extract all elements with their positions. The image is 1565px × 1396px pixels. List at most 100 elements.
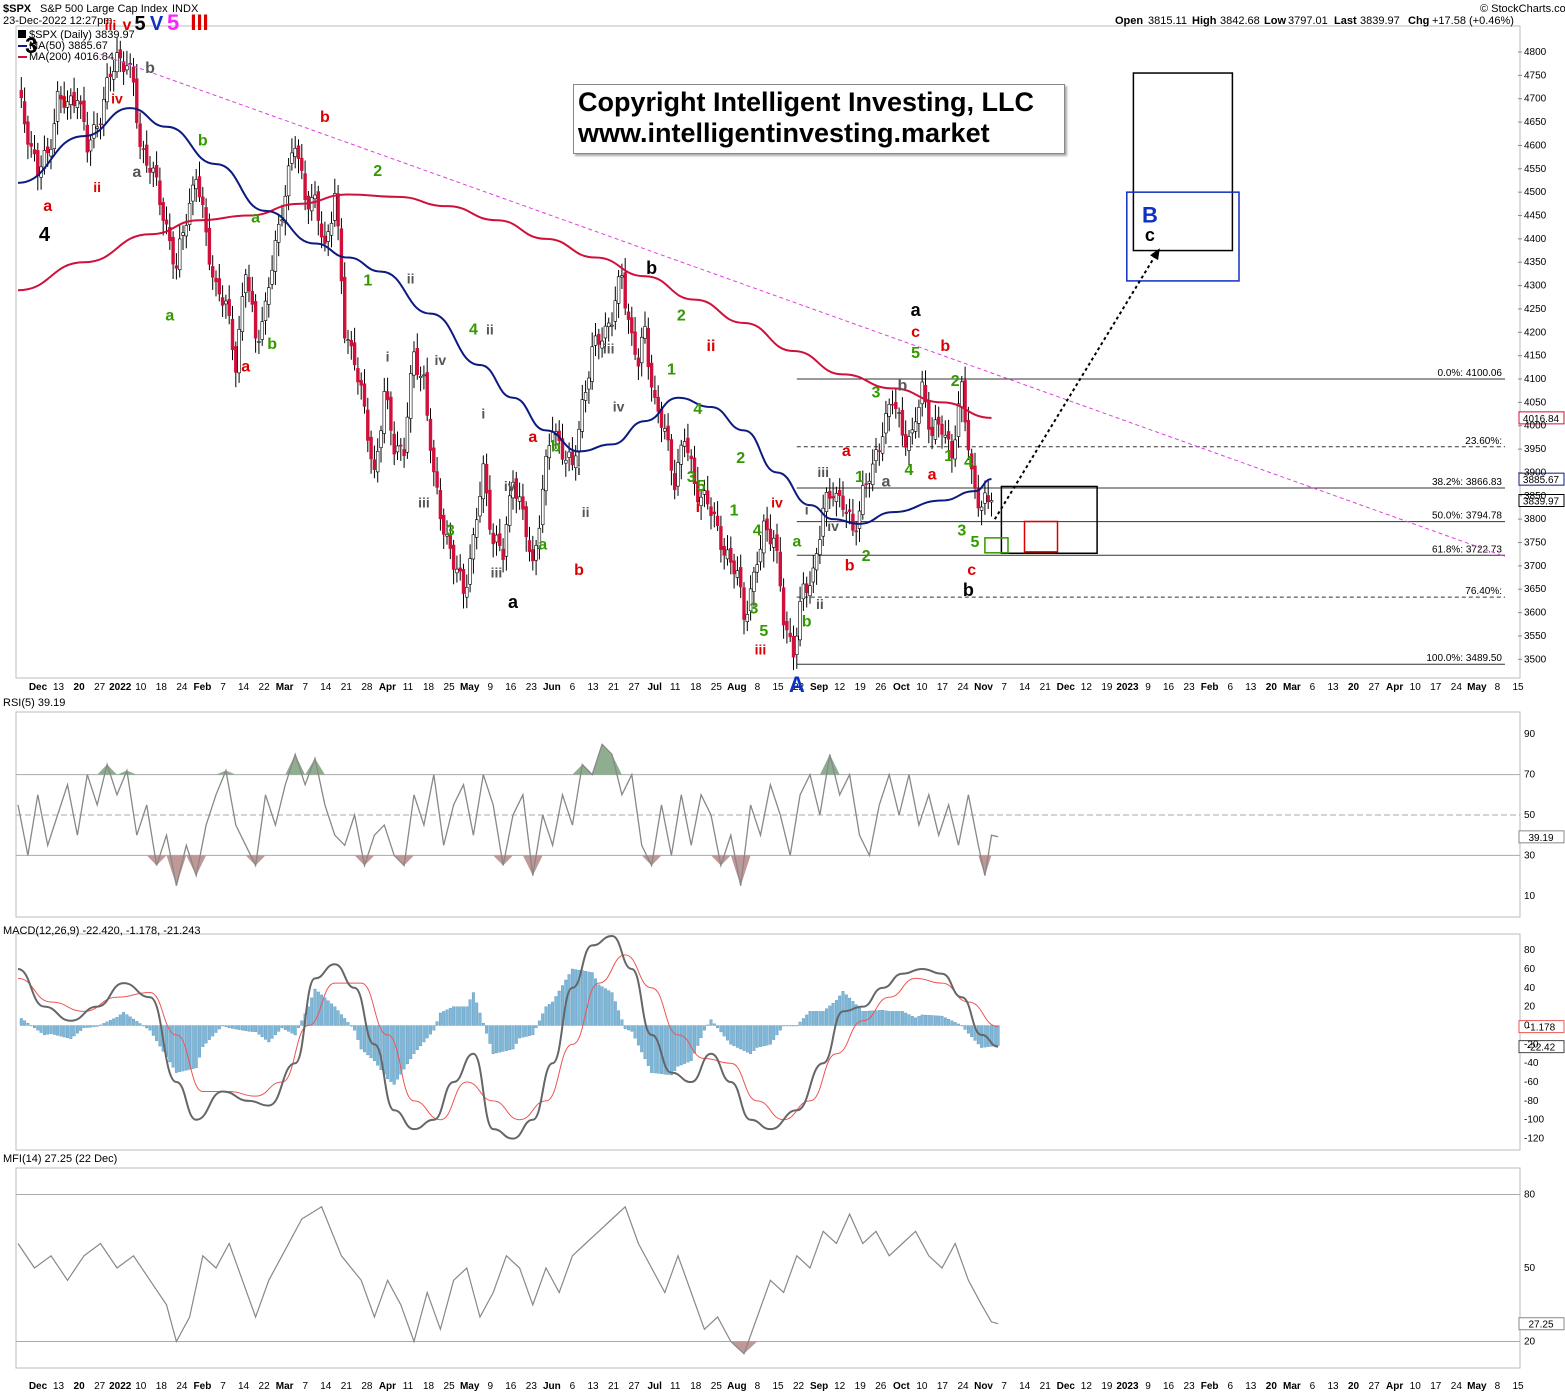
macd-histogram-bar [250, 1025, 254, 1032]
wave-label: i [577, 462, 581, 478]
candle-body [240, 296, 245, 332]
macd-histogram-bar [300, 1020, 304, 1026]
date-tick-label: May [460, 1381, 480, 1392]
macd-histogram-bar [696, 1025, 700, 1046]
macd-histogram-bar [511, 1025, 515, 1050]
candle-body [696, 481, 700, 503]
candle-body [402, 449, 406, 457]
wave-label: 5 [759, 623, 768, 640]
macd-histogram-bar [151, 1025, 155, 1036]
macd-signal-flag [1518, 1020, 1565, 1034]
date-tick-label: 12 [1081, 1381, 1093, 1392]
candle-body [178, 238, 182, 271]
macd-histogram-bar [105, 1021, 109, 1026]
macd-histogram-bar [491, 1025, 495, 1054]
candle-body [669, 439, 674, 471]
candle-body [956, 403, 961, 437]
candle-body [214, 277, 218, 283]
date-tick-label: 23 [1184, 1381, 1196, 1392]
date-tick-label: 17 [1430, 1381, 1442, 1392]
macd-histogram-bar [191, 1025, 195, 1069]
wave-label: 2 [677, 308, 686, 325]
date-tick-label: 24 [957, 682, 969, 693]
macd-histogram-bar [699, 1025, 703, 1039]
wave-label: b [963, 580, 974, 600]
macd-histogram-bar [118, 1014, 122, 1026]
candle-body [722, 546, 726, 556]
candle-body [729, 548, 733, 563]
chg-value: +17.58 (+0.46%) [1432, 15, 1514, 27]
date-tick-label: 9 [487, 682, 493, 693]
candle-body [399, 444, 403, 447]
candlestick-layer [19, 37, 994, 671]
candle-body [379, 430, 383, 448]
candle-body [498, 533, 502, 546]
date-tick-label: Jun [543, 682, 561, 693]
macd-histogram-bar [920, 1014, 924, 1026]
wave-label: b [551, 438, 561, 455]
macd-histogram-bar [980, 1025, 984, 1048]
macd-histogram-bar [986, 1025, 990, 1047]
date-tick-label: 8 [755, 1381, 761, 1392]
candle-body [597, 333, 601, 345]
macd-histogram-bar [957, 1023, 960, 1026]
indicator-tick-label: 70 [1524, 770, 1536, 781]
candle-body [92, 124, 96, 139]
wave-label: ii [486, 322, 494, 338]
candle-body [356, 368, 360, 383]
candle-body [145, 144, 149, 166]
candle-body [108, 73, 113, 78]
date-tick-label: 25 [711, 682, 723, 693]
macd-histogram-bar [821, 1011, 825, 1026]
macd-histogram-bar [475, 1002, 479, 1026]
macd-histogram-bar [745, 1025, 749, 1053]
macd-histogram-bar [422, 1025, 426, 1043]
macd-flag [1518, 1040, 1565, 1054]
candle-body [514, 478, 519, 499]
macd-histogram-bar [79, 1025, 83, 1031]
candle-body [385, 391, 390, 401]
macd-histogram-bar [858, 1007, 861, 1026]
macd-histogram-bar [904, 1012, 908, 1026]
date-tick-label: 7 [302, 682, 308, 693]
date-tick-label: Sep [810, 682, 828, 693]
macd-histogram-bar [178, 1025, 182, 1072]
ma200-line [17, 193, 992, 419]
candle-body [620, 275, 624, 278]
date-tick-label: 8 [755, 682, 761, 693]
macd-histogram-bar [435, 1021, 439, 1026]
indicator-tick-label: -100 [1524, 1115, 1544, 1126]
macd-histogram-bar [297, 1025, 300, 1029]
macd-histogram-bar [316, 991, 320, 1026]
indicator-tick-label: -60 [1524, 1077, 1539, 1088]
macd-histogram-bar [458, 1006, 462, 1026]
macd-histogram-bar [636, 1025, 640, 1046]
candle-body [55, 91, 60, 122]
macd-histogram-bar [686, 1025, 690, 1063]
candle-body [316, 191, 320, 221]
macd-histogram-bar [537, 1020, 541, 1026]
date-tick-label: 23 [526, 1381, 538, 1392]
macd-histogram-bar [201, 1025, 205, 1047]
macd-histogram-bar [448, 1008, 452, 1026]
macd-histogram-bar [462, 1006, 465, 1026]
macd-histogram-bar [72, 1025, 76, 1037]
candle-body [547, 445, 552, 459]
candle-body [412, 351, 416, 376]
wave-label: a [251, 210, 260, 227]
candle-body [125, 65, 129, 71]
macd-histogram-bar [970, 1025, 974, 1038]
date-tick-label: 18 [690, 1381, 702, 1392]
macd-histogram-bar [567, 974, 571, 1026]
candle-body [174, 265, 179, 269]
macd-histogram-bar [663, 1025, 667, 1075]
date-tick-label: Aug [727, 682, 746, 693]
macd-histogram-bar [541, 1013, 545, 1026]
wave-label: v [122, 17, 131, 34]
projection-arrow-head [1150, 248, 1160, 261]
mfi-flag-label: 27.25 [1528, 1320, 1553, 1331]
macd-histogram-bar [49, 1025, 53, 1034]
chg-label: Chg [1408, 15, 1429, 27]
macd-histogram-bar [570, 968, 574, 1026]
candle-body [804, 583, 809, 594]
